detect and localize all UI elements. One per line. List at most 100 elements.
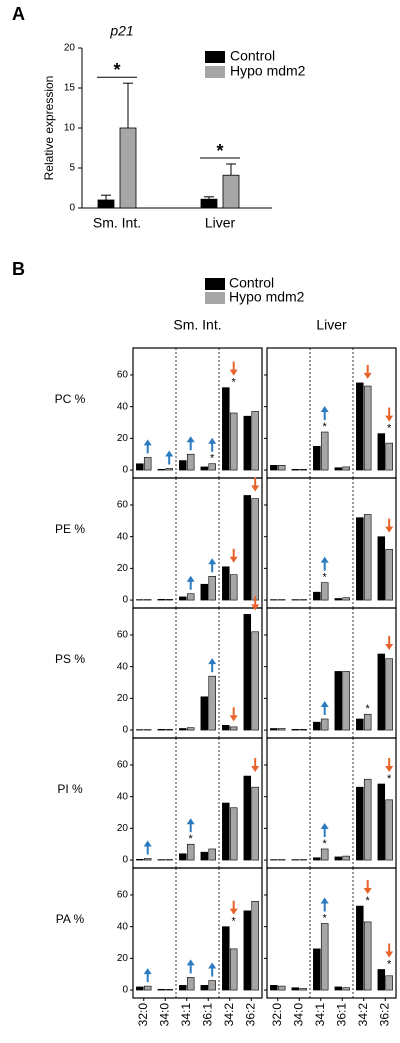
- bar: [363, 385, 372, 471]
- bar: [277, 465, 286, 471]
- bar: [320, 582, 329, 601]
- arrow-head: [143, 968, 152, 975]
- arrow-head: [385, 765, 394, 772]
- significance-star: *: [366, 703, 371, 715]
- bar: [143, 457, 152, 471]
- bar: [377, 969, 386, 991]
- row-label: PS %: [55, 652, 85, 666]
- bar: [313, 721, 321, 731]
- y-tick-label: 0: [69, 203, 75, 214]
- x-tick-label: 36:2: [243, 1003, 257, 1027]
- legend-label: Control: [229, 275, 274, 291]
- panel-frame: [132, 737, 263, 869]
- bar: [222, 566, 230, 601]
- row-label: PA %: [56, 912, 85, 926]
- bar: [229, 948, 238, 991]
- significance-star: *: [323, 912, 328, 924]
- bar: [270, 728, 278, 731]
- bar: [208, 980, 216, 991]
- bar: [143, 985, 152, 991]
- y-tick-label: 20: [117, 953, 129, 964]
- bar: [334, 986, 343, 991]
- bar: [320, 718, 329, 731]
- bar: [251, 631, 259, 731]
- bar: [157, 598, 166, 601]
- bar: [342, 671, 350, 731]
- row-label: PE %: [55, 522, 85, 536]
- arrow-head: [385, 526, 394, 533]
- bar: [222, 387, 230, 471]
- arrow-head: [229, 908, 238, 915]
- arrow-head: [320, 700, 329, 707]
- bar: [377, 433, 386, 471]
- legend-label: Hypo mdm2: [230, 63, 306, 79]
- bar: [136, 986, 144, 991]
- legend-swatch: [205, 278, 225, 290]
- bar: [200, 583, 209, 601]
- bar: [157, 988, 166, 991]
- panel-label: A: [12, 4, 25, 24]
- x-tick-label: 34:2: [222, 1003, 236, 1027]
- x-tick-label: 34:1: [313, 1003, 327, 1027]
- bar: [179, 460, 187, 471]
- bar: [313, 948, 321, 991]
- bar: [313, 445, 321, 471]
- arrow-head: [165, 450, 174, 457]
- arrow-head: [229, 715, 238, 722]
- column-title: Liver: [316, 317, 347, 333]
- bar: [179, 985, 187, 991]
- bar: [377, 536, 386, 601]
- bar: [385, 799, 393, 861]
- x-tick-label: 36:2: [377, 1003, 391, 1027]
- legend-swatch: [205, 292, 225, 304]
- chart-title: p21: [109, 23, 133, 39]
- arrow-head: [385, 415, 394, 422]
- arrow-head: [143, 840, 152, 847]
- y-axis-label: Relative expression: [42, 76, 56, 181]
- bar: [243, 614, 252, 731]
- bar: [186, 593, 195, 601]
- y-tick-label: 0: [122, 855, 128, 866]
- significance-star: *: [232, 377, 237, 389]
- bar: [334, 671, 343, 731]
- bar: [356, 718, 364, 731]
- bar: [208, 575, 216, 601]
- significance-star: *: [323, 421, 328, 433]
- legend-label: Hypo mdm2: [229, 289, 305, 305]
- bar: [270, 465, 278, 471]
- bar: [186, 843, 195, 861]
- bar: [385, 975, 393, 991]
- y-tick-label: 0: [122, 595, 128, 606]
- arrow-head: [229, 369, 238, 376]
- row-label: PI %: [57, 782, 83, 796]
- bar: [334, 598, 343, 601]
- significance-star: *: [232, 916, 237, 928]
- y-tick-label: 40: [117, 401, 129, 412]
- bar: [165, 468, 173, 471]
- panel-frame: [132, 607, 263, 739]
- significance-star: *: [216, 141, 223, 161]
- bar: [356, 517, 364, 601]
- column-title: Sm. Int.: [173, 317, 221, 333]
- bar: [165, 598, 173, 601]
- y-tick-label: 60: [117, 890, 129, 901]
- panel-frame: [266, 347, 397, 479]
- bar: [200, 851, 209, 861]
- arrow-head: [229, 556, 238, 563]
- y-tick-label: 60: [117, 630, 129, 641]
- bar: [222, 926, 230, 991]
- y-tick-label: 40: [117, 531, 129, 542]
- significance-star: *: [189, 833, 194, 845]
- x-tick-label: Sm. Int.: [93, 215, 141, 231]
- y-tick-label: 60: [117, 760, 129, 771]
- significance-star: *: [387, 423, 392, 435]
- bar: [320, 431, 329, 471]
- bar: [291, 728, 300, 731]
- panel-frame: [132, 477, 263, 609]
- bar: [342, 855, 350, 861]
- x-tick-label: 36:1: [334, 1003, 348, 1027]
- arrow-head: [251, 604, 260, 611]
- bar: [222, 174, 240, 209]
- bar: [136, 463, 144, 471]
